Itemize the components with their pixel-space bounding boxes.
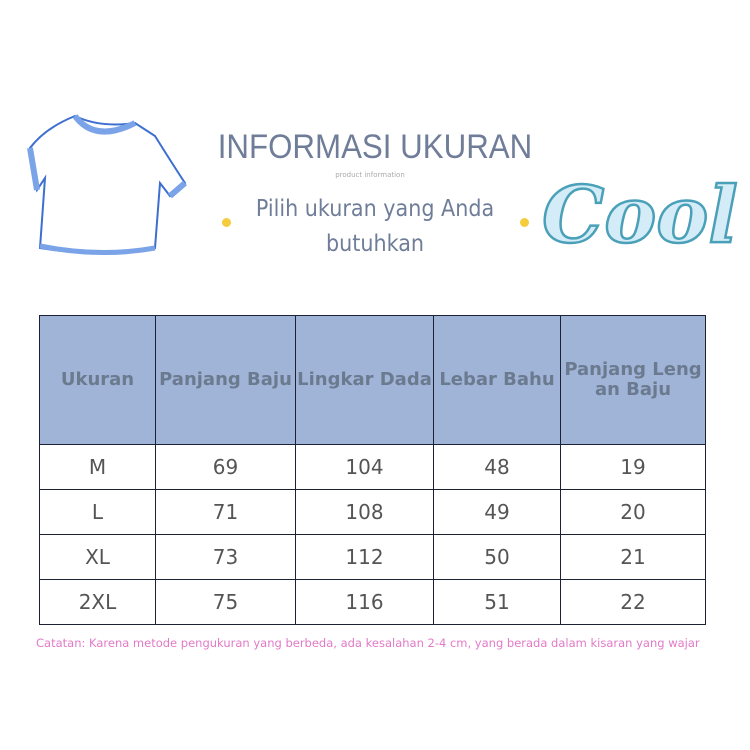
table-cell: 116	[295, 579, 434, 625]
tshirt-illustration	[27, 114, 187, 256]
table-cell: 22	[560, 579, 706, 625]
table-cell: XL	[39, 534, 156, 580]
tagline: Pilih ukuran yang Anda butuhkan	[249, 192, 501, 262]
table-cell: 69	[155, 444, 296, 490]
table-cell: 112	[295, 534, 434, 580]
column-header: Panjang Leng an Baju	[560, 315, 706, 445]
tagline-line-1: Pilih ukuran yang Anda	[255, 196, 495, 222]
table-cell: 75	[155, 579, 296, 625]
decorative-dot-left	[222, 218, 231, 227]
table-row: 2XL 75 116 51 22	[39, 579, 706, 625]
table-cell: 19	[560, 444, 706, 490]
table-row: M 69 104 48 19	[39, 444, 706, 490]
table-header-row: Ukuran Panjang Baju Lingkar Dada Lebar B…	[39, 315, 706, 445]
table-cell: 48	[433, 444, 561, 490]
size-table: Ukuran Panjang Baju Lingkar Dada Lebar B…	[39, 315, 706, 625]
svg-text:Cool: Cool	[542, 170, 738, 260]
table-cell: 2XL	[39, 579, 156, 625]
table-cell: M	[39, 444, 156, 490]
page-subtitle: product information	[335, 171, 405, 179]
table-cell: 73	[155, 534, 296, 580]
table-row: L 71 108 49 20	[39, 489, 706, 535]
column-header: Panjang Baju	[155, 315, 296, 445]
page-title: INFORMASI UKURAN	[217, 128, 533, 166]
column-header: Lingkar Dada	[295, 315, 434, 445]
table-cell: 108	[295, 489, 434, 535]
table-cell: 51	[433, 579, 561, 625]
table-row: XL 73 112 50 21	[39, 534, 706, 580]
table-cell: L	[39, 489, 156, 535]
table-cell: 21	[560, 534, 706, 580]
column-header: Ukuran	[39, 315, 156, 445]
tagline-line-2: butuhkan	[325, 231, 425, 257]
table-cell: 71	[155, 489, 296, 535]
measurement-note: Catatan: Karena metode pengukuran yang b…	[36, 636, 700, 650]
cool-logo: Cool	[541, 169, 739, 260]
table-cell: 20	[560, 489, 706, 535]
table-cell: 49	[433, 489, 561, 535]
table-cell: 104	[295, 444, 434, 490]
column-header: Lebar Bahu	[433, 315, 561, 445]
decorative-dot-right	[520, 218, 529, 227]
table-cell: 50	[433, 534, 561, 580]
